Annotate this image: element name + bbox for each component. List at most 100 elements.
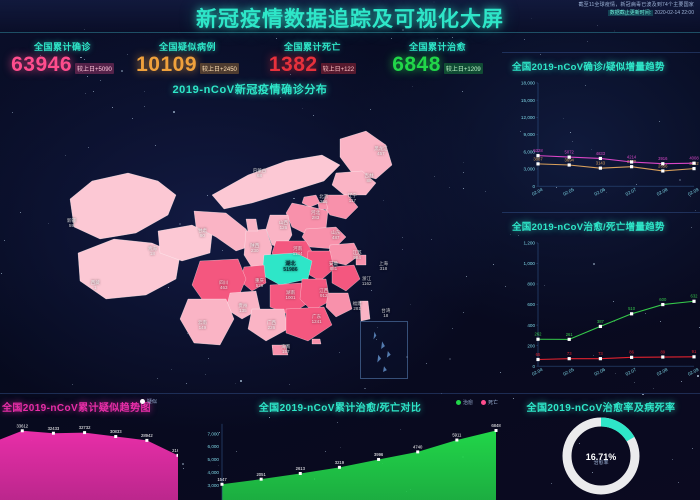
legend-item-suspect[interactable]: 疑似 [140,398,157,405]
map-province-江苏[interactable] [327,242,361,266]
data-point[interactable] [259,477,263,481]
map-province-北京[interactable] [301,194,321,208]
map-province-宁夏[interactable] [245,218,259,232]
data-label: 4214 [627,154,637,159]
data-point[interactable] [661,162,665,166]
data-point[interactable] [455,438,459,442]
map-province-浙江[interactable] [331,264,361,292]
data-label: 3887 [533,156,543,161]
data-point[interactable] [145,438,149,442]
stat-card-confirmed[interactable]: 全国累计确诊 63946 较上日+5090 [0,40,125,75]
data-point[interactable] [567,155,571,159]
map-province-黑龙江[interactable] [339,130,393,180]
map-province-台湾[interactable] [359,300,371,322]
data-label: 28942 [141,433,153,438]
header-meta-date-label: 数据截止更新时间: [607,10,654,17]
data-label: 600 [659,297,667,302]
map-province-内蒙古[interactable] [211,154,341,210]
map-province-上海[interactable] [355,254,367,266]
legend-item-death[interactable]: 死亡 [480,399,498,406]
data-point[interactable] [20,429,24,433]
data-point[interactable] [83,431,87,435]
chart-title-suspect-cumulative: 全国2019-nCoV累计疑似趋势图 [2,403,151,414]
header-meta: 截至11全球疫情，新冠病毒已波及到74个主要国家 数据截止更新时间: 2020-… [544,2,694,17]
data-point[interactable] [598,156,602,161]
data-point[interactable] [661,355,665,359]
data-point[interactable] [536,337,540,341]
data-point[interactable] [692,167,696,171]
data-point[interactable] [416,450,420,454]
stat-card-cured[interactable]: 全国累计治愈 6848 较上日+1209 [375,40,500,75]
data-label: 2051 [256,472,266,477]
data-point[interactable] [377,457,381,461]
chart-title-cure-fatality: 全国2019-nCoV治愈率及病死率 [526,403,676,414]
gauge-donut[interactable]: 16.71% 治愈率 [555,410,647,500]
map-province-海南[interactable] [271,344,289,356]
data-point[interactable] [567,357,571,361]
stat-card-row: 全国累计确诊 63946 较上日+5090 全国疑似病例 10109 较上日+2… [0,33,500,81]
stat-value: 63946 [11,52,73,76]
data-point[interactable] [630,355,634,359]
map-province-云南[interactable] [179,298,235,346]
map-province-江西[interactable] [299,278,331,312]
map-province-天津[interactable] [317,201,329,211]
data-point[interactable] [692,161,696,165]
data-point[interactable] [536,162,540,166]
x-axis-tick: 02.07 [625,187,638,197]
gauge-cure-rate[interactable]: 16.71% 治愈率 [502,412,700,500]
data-point[interactable] [567,163,571,167]
data-point[interactable] [536,357,540,362]
map-province-青海[interactable] [157,224,213,262]
legend-dot-cured-icon [455,400,461,405]
data-point[interactable] [598,357,602,361]
data-point[interactable] [630,165,634,169]
data-point[interactable] [692,299,696,303]
data-label: 89 [660,349,665,354]
map-province-广西[interactable] [247,308,289,342]
map-province-福建[interactable] [325,292,353,318]
y-axis-tick: 5,000 [208,457,220,462]
chart-cure-death-cumulative[interactable]: 3,000 4,000 5,000 6,000 7,000 1547 2051 2613 321… [178,414,502,500]
data-point[interactable] [598,324,602,329]
chart-suspect-cumulative[interactable]: 2321427657336123243332732308332894221675 [0,414,178,500]
data-point[interactable] [692,355,696,359]
data-point[interactable] [220,482,224,486]
stat-label: 全国疑似病例 [158,41,216,52]
stat-card-deaths[interactable]: 全国累计死亡 1382 较上日+122 [250,40,375,75]
china-map[interactable]: 新疆 59 内蒙古 68 黑龙江 457 吉林 88 辽宁 117 北京 366 河北 283 山西 126 山… [0,103,500,393]
series-line-新增确诊 [537,163,695,172]
map-province-吉林[interactable] [331,170,377,196]
data-label: 3916 [658,156,668,161]
panel-confirm-suspect-trend: 全国2019-nCoV确诊/疑似增量趋势 0 3,000 6,000 9,000 12,… [502,52,700,210]
data-point[interactable] [536,154,540,158]
data-label: 86 [629,350,634,355]
series-line-新增疑似 [537,155,695,165]
data-point[interactable] [114,435,118,438]
south-china-sea-inset [360,321,408,379]
data-label: 2613 [296,466,306,471]
map-province-新疆[interactable] [69,172,177,240]
data-point[interactable] [630,312,634,316]
panel-cure-death-cumulative: 全国2019-nCoV累计治愈/死亡对比 治愈 死亡 3,000 4,000 5,0… [178,393,502,500]
china-map-svg[interactable] [0,103,500,393]
data-point[interactable] [51,431,55,435]
y-axis-tick: 4,000 [208,470,220,475]
data-point[interactable] [176,453,179,457]
chart-cure-death-trend[interactable]: 0 200 400 600 800 1,000 1,200 02.04 02.05 02.06 02… [502,235,700,392]
data-point[interactable] [494,429,498,432]
data-point[interactable] [567,337,571,341]
map-province-香港[interactable] [311,338,322,345]
data-point[interactable] [337,465,341,469]
map-province-广东[interactable] [285,306,333,342]
data-label: 5328 [533,148,543,153]
stat-card-suspected[interactable]: 全国疑似病例 10109 较上日+2450 [125,40,250,75]
map-province-西藏[interactable] [77,238,181,300]
data-point[interactable] [630,160,634,164]
data-point[interactable] [661,169,665,173]
data-point[interactable] [661,302,665,307]
data-point[interactable] [298,471,302,475]
data-point[interactable] [598,166,602,170]
chart-confirm-suspect-trend[interactable]: 0 3,000 6,000 9,000 12,000 15,000 18,000 02.04 0… [502,75,700,210]
legend-item-cured[interactable]: 治愈 [455,399,473,406]
stat-label: 全国累计确诊 [33,41,91,52]
